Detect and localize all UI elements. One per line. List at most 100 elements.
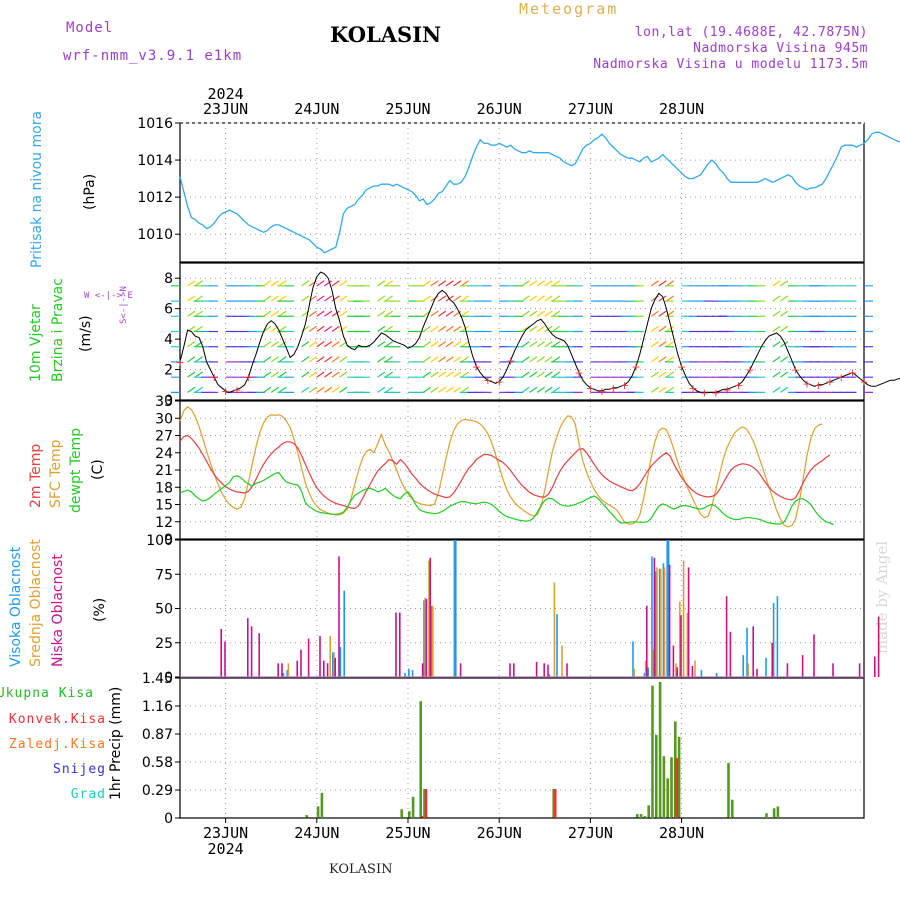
- wind-barb: [438, 341, 447, 348]
- cloud-bar: [653, 557, 656, 677]
- cloud-bar: [666, 540, 670, 677]
- y-tick-label: 100: [146, 533, 173, 549]
- wind-barb: [339, 386, 348, 393]
- cloud-bar: [332, 652, 334, 677]
- wind-barb: [422, 341, 431, 348]
- wind-barb: [460, 371, 469, 378]
- wind-barb: [377, 356, 386, 363]
- precip-bar: [423, 789, 426, 818]
- wind-barb: [666, 280, 675, 287]
- wind-barb: [339, 356, 348, 363]
- wind-barb: [521, 325, 530, 332]
- cloud-bar: [772, 603, 775, 677]
- wind-barb: [263, 371, 272, 378]
- temp-dew-line: [179, 471, 834, 526]
- wind-barb: [529, 356, 538, 363]
- wind-gust-marker: +: [837, 371, 846, 384]
- wind-barb: [536, 386, 545, 393]
- model-elevation: Nadmorska Visina u modelu 1173.5m: [593, 57, 868, 72]
- cloud-bar: [319, 635, 321, 677]
- y-tick-label: 9: [164, 532, 173, 548]
- wind-barb: [301, 356, 310, 363]
- wind-barb: [772, 341, 781, 348]
- wind-gust-marker: +: [825, 376, 834, 389]
- wind-barb: [384, 295, 393, 302]
- precip-bar: [411, 796, 415, 818]
- cloud-bar: [566, 663, 568, 677]
- cloud-bar: [742, 655, 744, 677]
- precip-bar: [658, 681, 662, 818]
- wind-barb: [278, 371, 287, 378]
- wind-barb: [270, 386, 279, 393]
- cloud-bar: [432, 605, 434, 677]
- wind-barb: [552, 295, 561, 302]
- meteogram-label: Meteogram: [519, 0, 619, 18]
- wind-barb: [536, 341, 545, 348]
- cloud-bar: [429, 557, 431, 677]
- wind-barb: [308, 325, 317, 332]
- cloud-bar: [687, 567, 690, 677]
- wind-barb: [460, 295, 469, 302]
- cloud-bar: [652, 649, 654, 677]
- cloud-bar: [250, 626, 253, 677]
- cloud-bar: [547, 664, 549, 677]
- wind-barb: [658, 371, 667, 378]
- day-label-top: 26JUN: [477, 100, 522, 118]
- wind-barb: [521, 310, 530, 317]
- wind-barb: [529, 325, 538, 332]
- wind-barb: [384, 371, 393, 378]
- cloud-bar: [258, 633, 260, 677]
- y-tick-label: 0.58: [142, 755, 173, 771]
- wind-barb: [438, 325, 447, 332]
- wind-barb: [278, 280, 287, 287]
- wind-barb: [780, 356, 789, 363]
- y-tick-label: 12: [155, 515, 173, 531]
- wind-gust-marker: +: [210, 371, 219, 384]
- precip-bar: [639, 814, 643, 818]
- wind-barb: [658, 280, 667, 287]
- precip-bar: [419, 701, 422, 818]
- cloud-bar: [333, 652, 335, 677]
- cloud-bar: [655, 571, 657, 677]
- wind-barb: [308, 356, 317, 363]
- day-label-bottom: 23JUN: [203, 824, 248, 842]
- wind-gust-markers: +++ ++++ ++++ + + ++ ++ + + + ++ ++ + + + ++: [175, 354, 868, 399]
- wind-barb: [422, 295, 431, 302]
- wind-barb: [301, 386, 310, 393]
- wind-barb: [521, 280, 530, 287]
- precip-bar: [647, 805, 650, 818]
- wind-barb: [445, 386, 454, 393]
- wind-barb: [430, 371, 439, 378]
- y-tick-label: 1012: [137, 190, 173, 206]
- precip-bar: [420, 816, 424, 818]
- cloud-bar: [343, 590, 345, 677]
- wind-barb: [377, 371, 386, 378]
- cloud-bar: [339, 646, 342, 677]
- wind-barb: [453, 280, 462, 287]
- y-tick-label: 0.87: [142, 727, 173, 743]
- y-tick-label: 1.45: [142, 671, 173, 687]
- wind-barb: [650, 310, 659, 317]
- wind-barb: [324, 386, 333, 393]
- wind-gust-marker: +: [700, 386, 709, 399]
- precip-bar: [772, 808, 776, 818]
- cloud-bar: [682, 560, 685, 677]
- y-tick-label: 0: [164, 393, 173, 409]
- wind-barb: [460, 325, 469, 332]
- cloud-bar: [715, 672, 718, 677]
- cloud-bar: [423, 600, 425, 677]
- wind-barb: [521, 386, 530, 393]
- wind-barb: [772, 325, 781, 332]
- wind-barb: [316, 356, 325, 363]
- y-tick-label: 1010: [137, 227, 173, 243]
- wind-barb: [666, 325, 675, 332]
- cloud-bar: [686, 612, 689, 677]
- cloud-bar: [747, 663, 749, 677]
- wind-barb: [430, 310, 439, 317]
- wind-barb: [430, 341, 439, 348]
- wind-barb: [453, 356, 462, 363]
- wind-gust-marker: +: [677, 361, 686, 374]
- cloud-bar: [323, 660, 325, 677]
- cloud-bar: [287, 663, 290, 677]
- wind-barb: [780, 280, 789, 287]
